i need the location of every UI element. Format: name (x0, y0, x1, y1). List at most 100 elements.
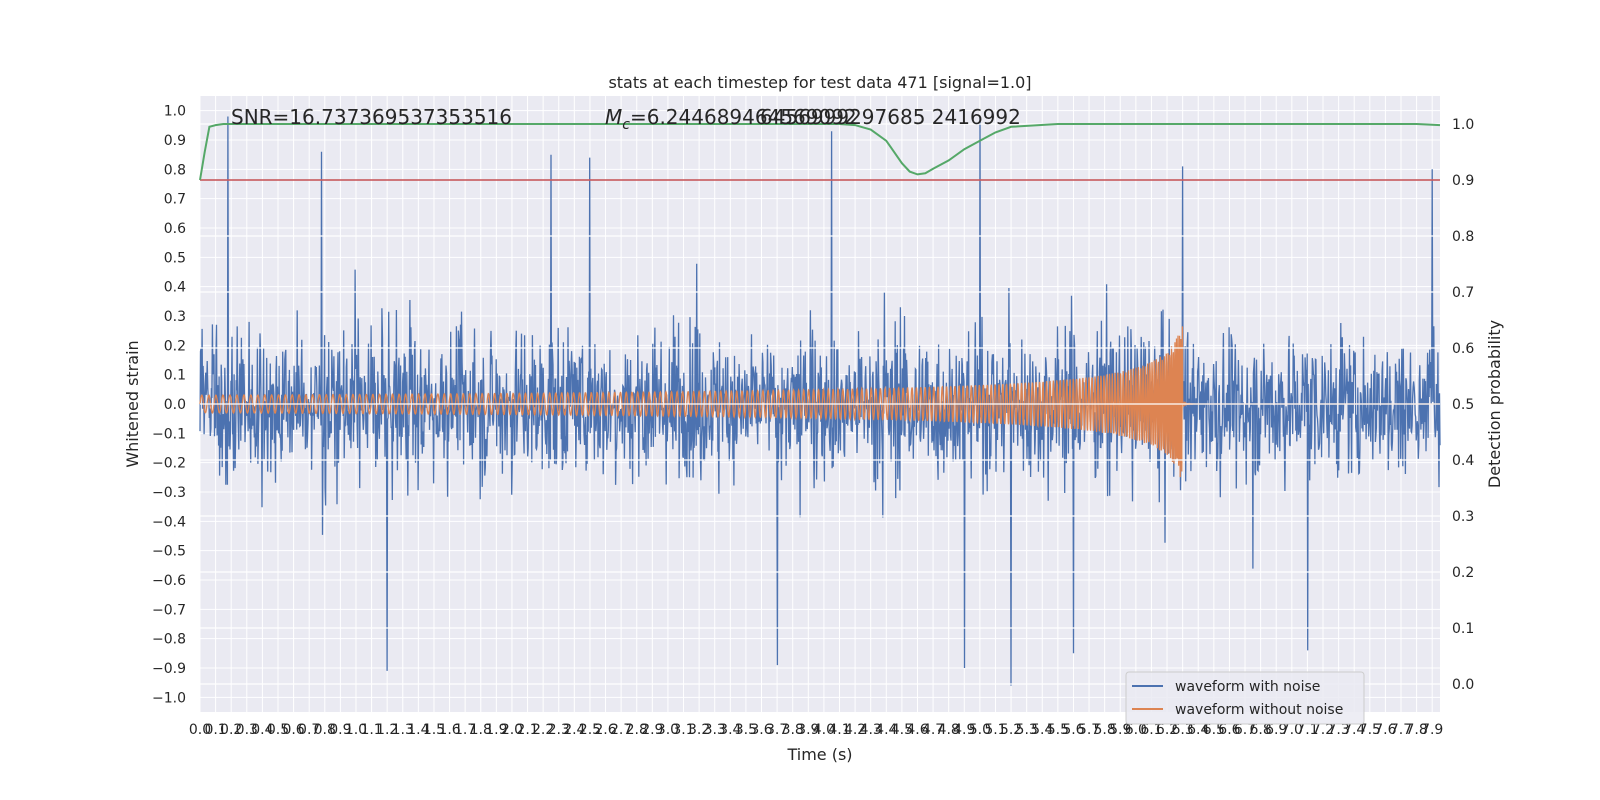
x-tick-label: 1.5 (423, 722, 445, 738)
x-tick-label: 2.1 (516, 722, 538, 738)
legend-label-clean: waveform without noise (1175, 702, 1343, 718)
y-tick-label: −0.4 (152, 514, 186, 530)
legend: waveform with noise waveform without noi… (1125, 671, 1365, 725)
y-tick-label: 0.3 (164, 309, 186, 325)
x-tick-label: 1.3 (392, 722, 414, 738)
x-tick-label: 7.8 (1405, 722, 1427, 738)
x-tick-label: 3.8 (782, 722, 804, 738)
x-tick-label: 7.9 (1421, 722, 1443, 738)
x-tick-label: 6.5 (1203, 722, 1225, 738)
chart-title: stats at each timestep for test data 471… (608, 73, 1031, 92)
x-tick-label: 2.4 (563, 722, 585, 738)
x-tick-label: 0.5 (267, 722, 289, 738)
x-tick-label: 7.2 (1312, 722, 1334, 738)
y-tick-label: 0.7 (164, 192, 186, 208)
y-tick-label: 0.4 (164, 280, 186, 296)
x-tick-label: 5.4 (1031, 722, 1053, 738)
y-tick-label: 1.0 (164, 104, 186, 120)
x-tick-label: 2.2 (532, 722, 554, 738)
x-tick-label: 5.6 (1062, 722, 1084, 738)
y-tick-label: 0.0 (164, 397, 186, 413)
x-tick-label: 5.5 (1047, 722, 1069, 738)
x-tick-label: 2.8 (626, 722, 648, 738)
x-tick-label: 0.7 (298, 722, 320, 738)
x-tick-label: 5.0 (969, 722, 991, 738)
y-tick-label: −0.5 (152, 544, 186, 560)
x-tick-label: 2.0 (501, 722, 523, 738)
x-tick-label: 1.2 (376, 722, 398, 738)
legend-box (1125, 671, 1365, 725)
y-tick-label: 0.8 (164, 162, 186, 178)
x-tick-label: 4.6 (906, 722, 928, 738)
x-tick-label: 0.0 (189, 722, 211, 738)
x-tick-label: 2.3 (548, 722, 570, 738)
y-tick-label: −0.3 (152, 485, 186, 501)
y-tick-label: −1.0 (152, 690, 186, 706)
x-axis-ticks: 0.00.10.20.30.40.50.60.70.80.91.01.11.21… (189, 722, 1443, 738)
x-tick-label: 0.8 (314, 722, 336, 738)
detection-probability-line (199, 123, 1441, 181)
x-tick-label: 0.1 (204, 722, 226, 738)
x-tick-label: 6.2 (1156, 722, 1178, 738)
x-tick-label: 6.6 (1218, 722, 1240, 738)
y-tick-label: −0.1 (152, 426, 186, 442)
x-tick-label: 0.6 (282, 722, 304, 738)
x-tick-label: 7.5 (1359, 722, 1381, 738)
series-waveform-with-noise (199, 116, 1441, 686)
x-tick-label: 1.4 (407, 722, 429, 738)
y2-axis-ticks: 1.0 0.9 0.8 0.7 0.6 0.5 0.4 0.3 0.2 0.1 0.0 (1452, 117, 1474, 693)
y-tick-label: 0.6 (164, 221, 186, 237)
x-tick-label: 7.3 (1327, 722, 1349, 738)
x-tick-label: 3.3 (704, 722, 726, 738)
y2-tick-label: 0.2 (1452, 565, 1474, 581)
x-tick-label: 7.7 (1390, 722, 1412, 738)
x-tick-label: 3.9 (797, 722, 819, 738)
waveform-with-noise-line (199, 116, 1441, 686)
x-tick-label: 5.9 (1109, 722, 1131, 738)
x-tick-label: 4.8 (938, 722, 960, 738)
x-tick-label: 4.0 (813, 722, 835, 738)
x-tick-label: 6.9 (1265, 722, 1287, 738)
x-tick-label: 0.2 (220, 722, 242, 738)
y-tick-label: 0.5 (164, 250, 186, 266)
x-tick-label: 2.5 (579, 722, 601, 738)
y2-tick-label: 1.0 (1452, 117, 1474, 133)
x-tick-label: 6.1 (1140, 722, 1162, 738)
x-tick-label: 2.9 (641, 722, 663, 738)
y-axis-label: Whitened strain (123, 340, 142, 467)
x-tick-label: 4.7 (922, 722, 944, 738)
y2-tick-label: 0.0 (1452, 677, 1474, 693)
overlapping-annotation: 6456999297685 2416992 (760, 105, 1021, 129)
x-tick-label: 3.6 (750, 722, 772, 738)
x-tick-label: 0.9 (329, 722, 351, 738)
y2-tick-label: 0.8 (1452, 229, 1474, 245)
x-tick-label: 5.1 (984, 722, 1006, 738)
y-tick-label: −0.7 (152, 602, 186, 618)
x-tick-label: 1.7 (454, 722, 476, 738)
x-tick-label: 5.7 (1078, 722, 1100, 738)
y-tick-label: −0.8 (152, 632, 186, 648)
x-tick-label: 4.4 (875, 722, 897, 738)
y-tick-label: 0.2 (164, 338, 186, 354)
x-tick-label: 6.0 (1125, 722, 1147, 738)
snr-annotation: SNR=16.737369537353516 (231, 105, 512, 129)
x-tick-label: 6.4 (1187, 722, 1209, 738)
x-tick-label: 5.2 (1000, 722, 1022, 738)
y-axis-ticks: 1.0 0.9 0.8 0.7 0.6 0.5 0.4 0.3 0.2 0.1 0.0 −0.1 −0.… (152, 104, 186, 707)
x-tick-label: 0.4 (251, 722, 273, 738)
y-tick-label: −0.6 (152, 573, 186, 589)
x-tick-label: 6.7 (1234, 722, 1256, 738)
x-tick-label: 0.3 (236, 722, 258, 738)
x-tick-label: 4.9 (953, 722, 975, 738)
x-axis-label: Time (s) (786, 745, 852, 764)
y2-tick-label: 0.3 (1452, 509, 1474, 525)
y-tick-label: 0.9 (164, 133, 186, 149)
y2-tick-label: 0.4 (1452, 453, 1474, 469)
x-tick-label: 7.0 (1281, 722, 1303, 738)
y2-tick-label: 0.5 (1452, 397, 1474, 413)
y2-tick-label: 0.6 (1452, 341, 1474, 357)
x-tick-label: 5.3 (1016, 722, 1038, 738)
chirp-mass-value: =6.244689464569092 (630, 105, 857, 129)
x-tick-label: 1.9 (485, 722, 507, 738)
